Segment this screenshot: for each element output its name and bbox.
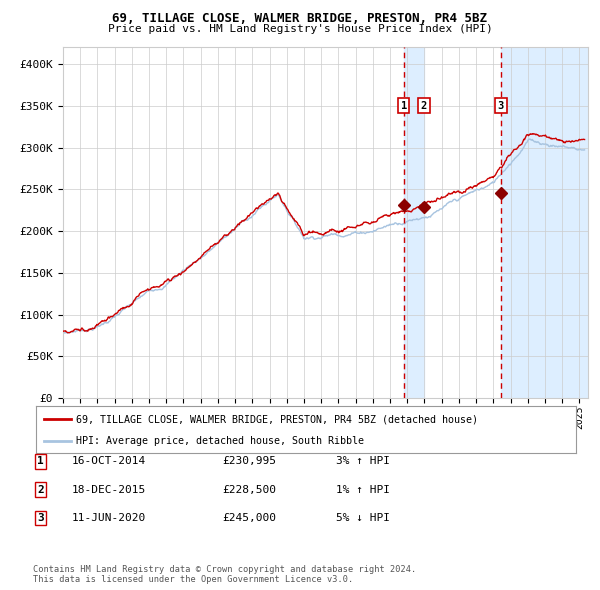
Text: 11-JUN-2020: 11-JUN-2020	[72, 513, 146, 523]
Text: 5% ↓ HPI: 5% ↓ HPI	[336, 513, 390, 523]
Text: £245,000: £245,000	[222, 513, 276, 523]
Text: 3: 3	[37, 513, 44, 523]
Text: 69, TILLAGE CLOSE, WALMER BRIDGE, PRESTON, PR4 5BZ (detached house): 69, TILLAGE CLOSE, WALMER BRIDGE, PRESTO…	[77, 414, 479, 424]
Text: £228,500: £228,500	[222, 485, 276, 494]
Text: 1: 1	[37, 457, 44, 466]
Text: Contains HM Land Registry data © Crown copyright and database right 2024.
This d: Contains HM Land Registry data © Crown c…	[33, 565, 416, 584]
Text: 1% ↑ HPI: 1% ↑ HPI	[336, 485, 390, 494]
Text: 16-OCT-2014: 16-OCT-2014	[72, 457, 146, 466]
Bar	[404, 47, 424, 398]
Text: 1: 1	[401, 101, 407, 111]
Text: 3: 3	[498, 101, 504, 111]
Text: Price paid vs. HM Land Registry's House Price Index (HPI): Price paid vs. HM Land Registry's House …	[107, 24, 493, 34]
Bar	[501, 47, 588, 398]
Text: 18-DEC-2015: 18-DEC-2015	[72, 485, 146, 494]
Text: 2: 2	[421, 101, 427, 111]
Text: HPI: Average price, detached house, South Ribble: HPI: Average price, detached house, Sout…	[77, 437, 365, 446]
Text: £230,995: £230,995	[222, 457, 276, 466]
Text: 3% ↑ HPI: 3% ↑ HPI	[336, 457, 390, 466]
Text: 2: 2	[37, 485, 44, 494]
Text: 69, TILLAGE CLOSE, WALMER BRIDGE, PRESTON, PR4 5BZ: 69, TILLAGE CLOSE, WALMER BRIDGE, PRESTO…	[113, 12, 487, 25]
